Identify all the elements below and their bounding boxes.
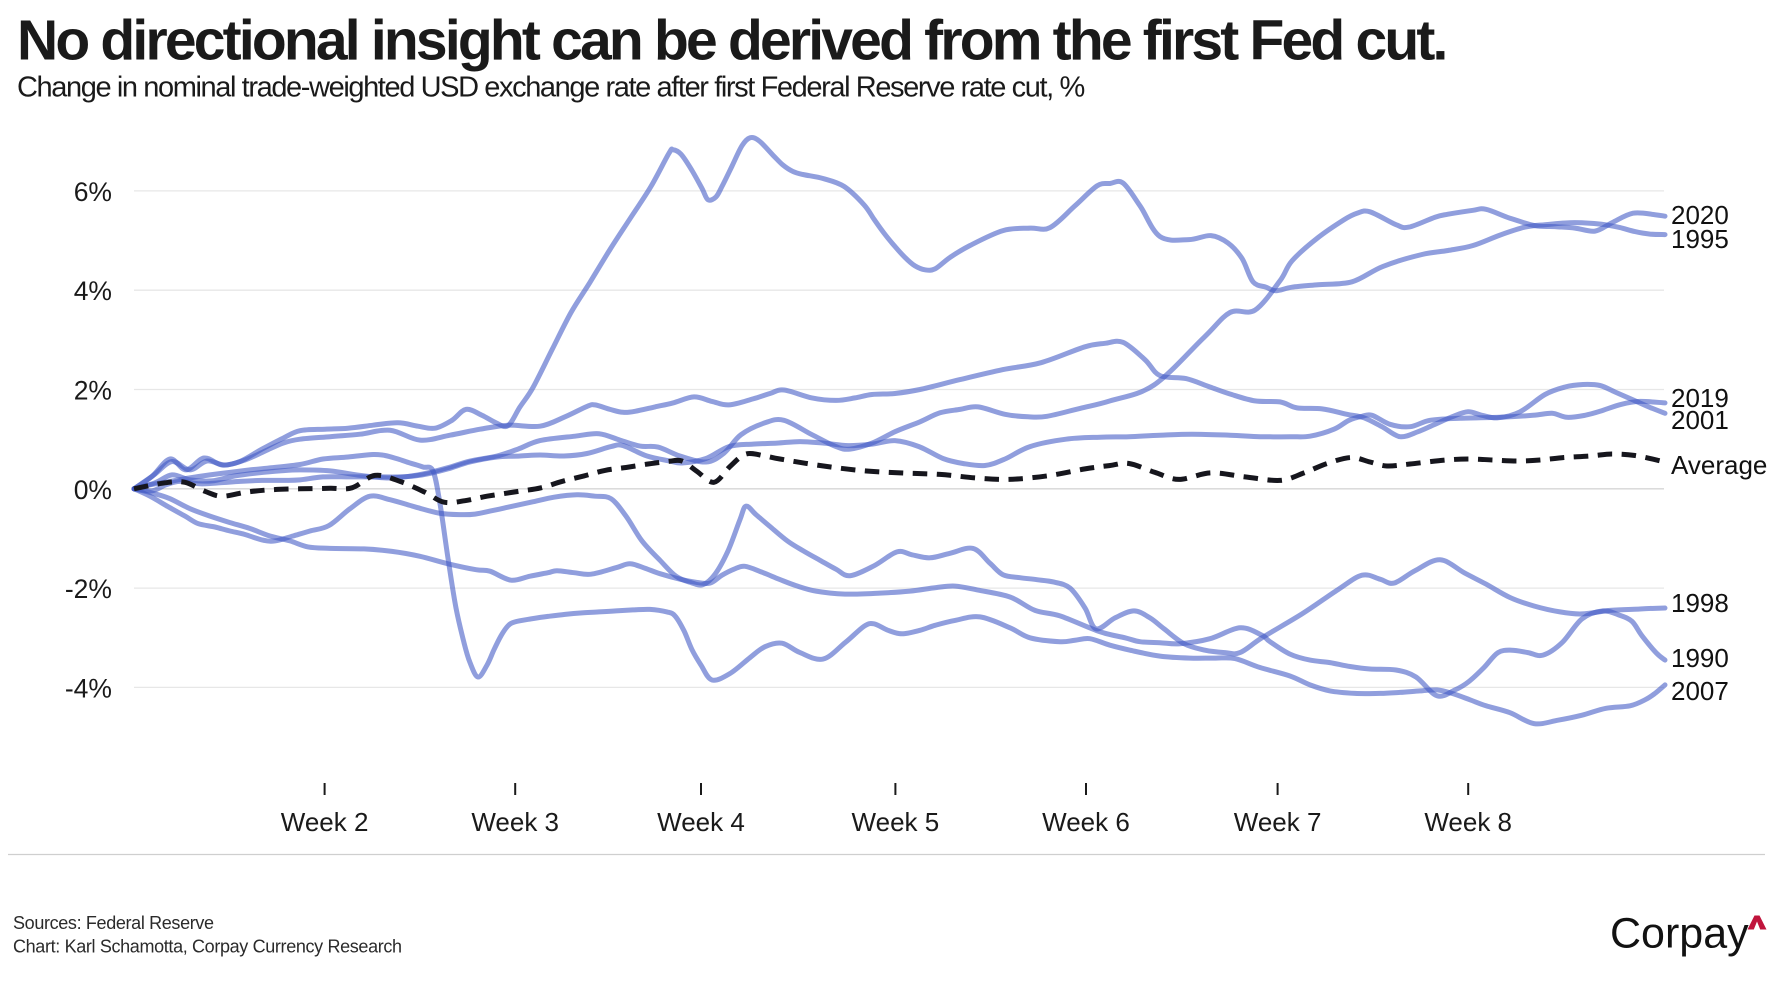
svg-text:Average: Average — [1671, 450, 1767, 480]
svg-text:-4%: -4% — [65, 673, 112, 703]
svg-text:1995: 1995 — [1671, 224, 1729, 254]
svg-text:1990: 1990 — [1671, 643, 1729, 673]
svg-text:1998: 1998 — [1671, 588, 1729, 618]
svg-text:2020: 2020 — [1671, 200, 1729, 230]
svg-text:6%: 6% — [74, 177, 112, 207]
svg-text:0%: 0% — [74, 475, 112, 505]
svg-text:Week 6: Week 6 — [1042, 807, 1130, 837]
svg-text:Corpay: Corpay — [1610, 910, 1749, 958]
svg-text:-2%: -2% — [65, 574, 112, 604]
svg-text:No directional insight can be: No directional insight can be derived fr… — [17, 9, 1446, 73]
svg-text:4%: 4% — [74, 276, 112, 306]
svg-text:Week 3: Week 3 — [471, 807, 559, 837]
svg-text:Week 7: Week 7 — [1234, 807, 1322, 837]
svg-text:Week 4: Week 4 — [657, 807, 745, 837]
svg-text:Chart: Karl Schamotta, Corpay: Chart: Karl Schamotta, Corpay Currency R… — [13, 937, 402, 957]
svg-text:Week 8: Week 8 — [1424, 807, 1512, 837]
svg-text:2001: 2001 — [1671, 405, 1729, 435]
svg-text:Change in nominal trade-weight: Change in nominal trade-weighted USD exc… — [17, 72, 1084, 104]
svg-text:Sources: Federal Reserve: Sources: Federal Reserve — [13, 913, 214, 933]
svg-text:2007: 2007 — [1671, 676, 1729, 706]
svg-text:2%: 2% — [74, 376, 112, 406]
svg-text:Week 5: Week 5 — [852, 807, 940, 837]
svg-text:2019: 2019 — [1671, 383, 1729, 413]
svg-text:Week 2: Week 2 — [281, 807, 369, 837]
